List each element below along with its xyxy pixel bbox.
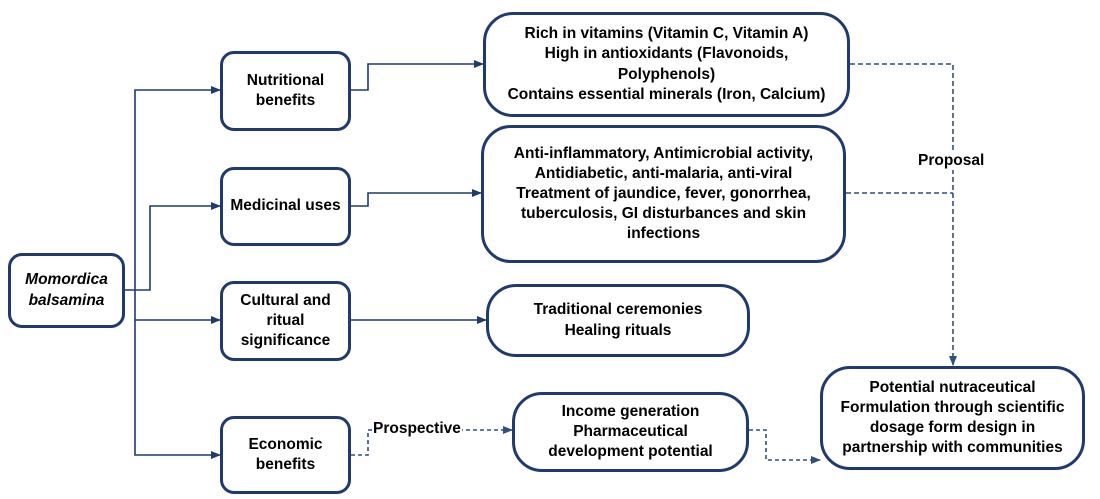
detail-economic: Income generation Pharmaceutical develop… [512, 392, 749, 472]
category-cultural-label: Cultural and ritual significance [240, 291, 331, 350]
category-nutritional: Nutritional benefits [220, 51, 351, 131]
category-medicinal: Medicinal uses [220, 167, 351, 246]
root-to-economic-line [134, 290, 221, 459]
detail-medicinal-text: Anti-inflammatory, Antimicrobial activit… [513, 144, 814, 243]
category-cultural: Cultural and ritual significance [220, 281, 351, 361]
category-economic: Economic benefits [220, 416, 351, 494]
detail-nutritional: Rich in vitamins (Vitamin C, Vitamin A) … [483, 12, 850, 117]
medicinal-to-detail-line [351, 189, 482, 207]
income-to-outcome-line [749, 429, 821, 464]
root-to-medicinal-line [135, 202, 221, 291]
proposal-label: Proposal [916, 152, 987, 170]
detail-cultural-text: Traditional ceremonies Healing rituals [533, 301, 703, 339]
category-nutritional-label: Nutritional benefits [246, 71, 325, 109]
outcome-text: Potential nutraceutical Formulation thro… [840, 378, 1065, 457]
outcome-node: Potential nutraceutical Formulation thro… [820, 366, 1085, 470]
root-trunk-line [125, 86, 221, 291]
nutritional-proposal-line [850, 63, 957, 366]
nutritional-to-detail-line [351, 60, 484, 91]
detail-nutritional-text: Rich in vitamins (Vitamin C, Vitamin A) … [507, 25, 826, 103]
detail-economic-text: Income generation Pharmaceutical develop… [548, 402, 713, 461]
prospective-label: Prospective [372, 420, 462, 438]
detail-medicinal: Anti-inflammatory, Antimicrobial activit… [481, 125, 846, 263]
root-node: Momordica balsamina [8, 253, 125, 328]
root-label: Momordica balsamina [25, 271, 108, 309]
detail-cultural: Traditional ceremonies Healing rituals [486, 284, 750, 357]
category-medicinal-label: Medicinal uses [230, 197, 341, 215]
category-economic-label: Economic benefits [248, 435, 323, 473]
